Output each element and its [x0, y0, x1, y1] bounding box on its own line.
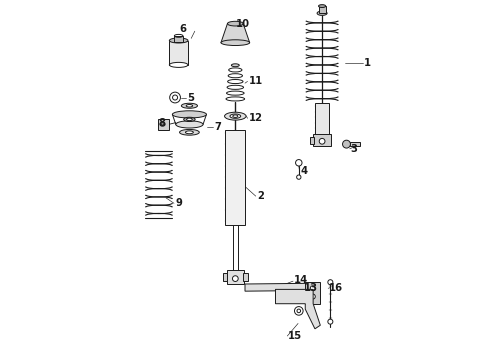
Bar — [227, 270, 244, 284]
Text: 3: 3 — [351, 144, 358, 154]
Circle shape — [328, 319, 333, 324]
Ellipse shape — [226, 97, 245, 101]
Circle shape — [295, 159, 302, 166]
Text: 1: 1 — [364, 58, 370, 68]
Ellipse shape — [176, 121, 203, 128]
Bar — [223, 273, 227, 281]
Ellipse shape — [179, 130, 199, 135]
Bar — [170, 41, 188, 65]
Ellipse shape — [221, 40, 250, 45]
Bar — [318, 6, 326, 13]
Bar — [158, 119, 169, 130]
Text: 8: 8 — [158, 118, 165, 128]
Ellipse shape — [228, 74, 243, 78]
Ellipse shape — [228, 80, 243, 84]
Ellipse shape — [226, 91, 244, 95]
Circle shape — [232, 276, 238, 282]
Text: 9: 9 — [175, 198, 182, 208]
Text: 10: 10 — [236, 19, 250, 29]
Text: 7: 7 — [215, 122, 221, 132]
Bar — [350, 142, 360, 146]
Bar — [174, 36, 183, 41]
Ellipse shape — [186, 104, 193, 107]
Bar — [314, 134, 331, 146]
Circle shape — [310, 286, 315, 291]
Circle shape — [170, 92, 180, 103]
Circle shape — [294, 307, 303, 315]
Ellipse shape — [318, 5, 326, 8]
Ellipse shape — [227, 85, 244, 89]
Polygon shape — [275, 289, 320, 329]
Ellipse shape — [317, 11, 327, 15]
Ellipse shape — [229, 68, 242, 72]
Circle shape — [310, 294, 315, 299]
Bar — [243, 273, 247, 281]
Bar — [310, 137, 314, 144]
Text: 13: 13 — [304, 283, 318, 293]
Polygon shape — [221, 24, 250, 42]
Ellipse shape — [172, 111, 206, 118]
Text: 4: 4 — [300, 166, 308, 176]
Ellipse shape — [184, 117, 195, 122]
Ellipse shape — [224, 112, 246, 120]
Ellipse shape — [186, 131, 194, 134]
Ellipse shape — [170, 62, 188, 67]
Circle shape — [328, 280, 333, 285]
Text: 11: 11 — [248, 76, 263, 86]
Text: 6: 6 — [180, 24, 187, 35]
Text: 15: 15 — [288, 331, 302, 341]
Ellipse shape — [230, 114, 241, 118]
Ellipse shape — [170, 38, 188, 43]
Text: 2: 2 — [258, 191, 265, 201]
Bar — [315, 103, 329, 137]
Polygon shape — [245, 283, 313, 291]
Bar — [305, 282, 320, 304]
Bar — [225, 130, 245, 225]
Ellipse shape — [160, 123, 165, 126]
Text: 12: 12 — [248, 113, 263, 123]
Ellipse shape — [231, 64, 239, 67]
Text: 5: 5 — [187, 93, 194, 103]
Circle shape — [343, 140, 350, 148]
Ellipse shape — [187, 118, 192, 121]
Circle shape — [296, 175, 301, 179]
Ellipse shape — [227, 21, 243, 26]
Text: 14: 14 — [294, 275, 308, 285]
Circle shape — [319, 138, 325, 144]
Ellipse shape — [181, 103, 197, 108]
Text: 16: 16 — [329, 283, 343, 293]
